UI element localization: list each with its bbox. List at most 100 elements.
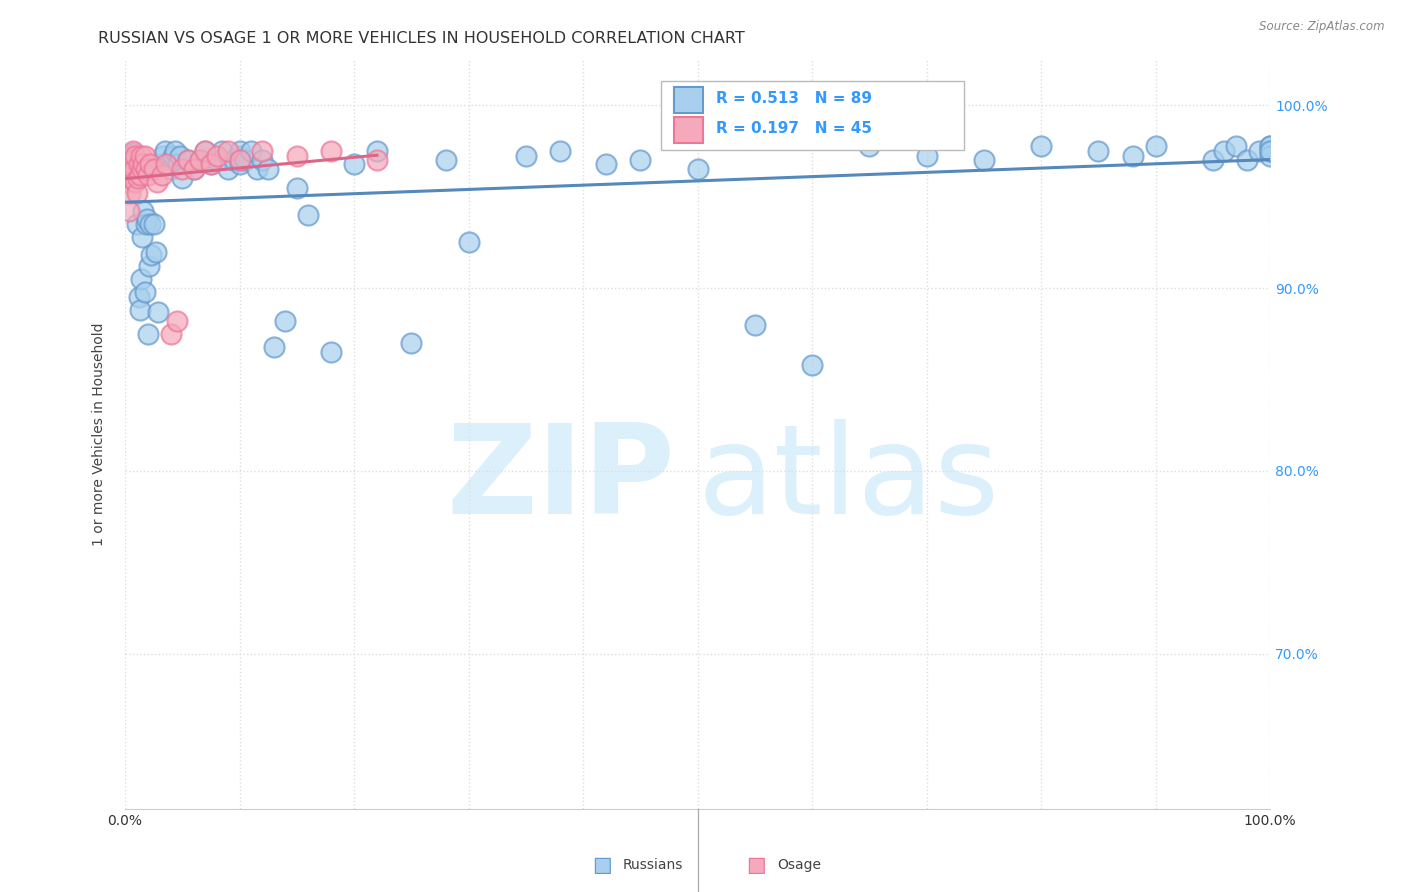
- Point: [142, 217, 165, 231]
- Point: [135, 211, 157, 226]
- Point: [165, 144, 187, 158]
- Point: [217, 162, 239, 177]
- Point: [183, 162, 205, 177]
- Point: [134, 149, 156, 163]
- Point: [135, 217, 157, 231]
- FancyBboxPatch shape: [673, 118, 703, 143]
- Point: [285, 180, 308, 194]
- Point: [228, 149, 250, 163]
- Text: □: □: [747, 855, 766, 875]
- Point: [121, 149, 143, 163]
- Point: [132, 204, 155, 219]
- Point: [117, 153, 139, 168]
- Point: [141, 248, 163, 262]
- Point: [128, 157, 150, 171]
- Point: [124, 149, 146, 163]
- Point: [252, 144, 274, 158]
- Point: [128, 290, 150, 304]
- Point: [240, 144, 263, 158]
- Point: [457, 235, 479, 250]
- Point: [366, 144, 388, 158]
- Point: [1202, 153, 1225, 168]
- Point: [129, 272, 152, 286]
- Point: [155, 157, 177, 171]
- FancyBboxPatch shape: [673, 87, 703, 112]
- Point: [233, 153, 256, 168]
- Point: [548, 144, 571, 158]
- Point: [135, 162, 157, 177]
- Point: [118, 162, 141, 177]
- Point: [150, 168, 173, 182]
- Point: [139, 157, 162, 171]
- Point: [321, 345, 343, 359]
- Point: [1087, 144, 1109, 158]
- Point: [117, 204, 139, 219]
- Point: [1258, 144, 1281, 158]
- Point: [228, 153, 250, 168]
- Point: [211, 144, 233, 158]
- Point: [628, 153, 651, 168]
- Point: [321, 144, 343, 158]
- Point: [1258, 138, 1281, 153]
- Point: [124, 162, 146, 177]
- Point: [160, 162, 183, 177]
- Point: [257, 162, 280, 177]
- Point: [160, 326, 183, 341]
- Point: [136, 326, 159, 341]
- Point: [228, 144, 250, 158]
- Point: [162, 149, 184, 163]
- Point: [1225, 138, 1247, 153]
- Point: [343, 157, 366, 171]
- Point: [115, 168, 138, 182]
- Point: [121, 149, 143, 163]
- Point: [200, 157, 222, 171]
- Point: [149, 157, 172, 171]
- Point: [139, 217, 162, 231]
- Point: [120, 171, 142, 186]
- Point: [121, 162, 143, 177]
- Point: [129, 303, 152, 318]
- Point: [125, 217, 148, 231]
- Text: Osage: Osage: [778, 858, 821, 872]
- Point: [434, 153, 457, 168]
- Point: [1258, 138, 1281, 153]
- Point: [172, 162, 194, 177]
- Point: [194, 144, 217, 158]
- Point: [177, 153, 200, 168]
- Point: [205, 153, 228, 168]
- Point: [285, 149, 308, 163]
- Point: [122, 162, 145, 177]
- Point: [1258, 144, 1281, 158]
- Point: [142, 162, 165, 177]
- Point: [120, 171, 142, 186]
- Point: [188, 153, 211, 168]
- Point: [1122, 149, 1144, 163]
- Point: [228, 157, 250, 171]
- Point: [1213, 144, 1236, 158]
- Point: [401, 335, 423, 350]
- Point: [915, 149, 938, 163]
- FancyBboxPatch shape: [661, 80, 965, 150]
- Point: [129, 149, 152, 163]
- Text: atlas: atlas: [697, 419, 1000, 540]
- Point: [132, 157, 155, 171]
- Point: [122, 157, 145, 171]
- Point: [177, 153, 200, 168]
- Text: R = 0.513   N = 89: R = 0.513 N = 89: [716, 91, 872, 106]
- Point: [228, 153, 250, 168]
- Point: [153, 144, 176, 158]
- Point: [222, 153, 245, 168]
- Point: [120, 157, 142, 171]
- Point: [124, 175, 146, 189]
- Point: [122, 144, 145, 158]
- Point: [166, 314, 188, 328]
- Point: [145, 244, 167, 259]
- Point: [134, 285, 156, 299]
- Point: [1236, 153, 1258, 168]
- Point: [1247, 144, 1270, 158]
- Point: [515, 149, 537, 163]
- Point: [200, 157, 222, 171]
- Text: ■: ■: [592, 855, 612, 875]
- Point: [858, 138, 880, 153]
- Point: [118, 186, 141, 200]
